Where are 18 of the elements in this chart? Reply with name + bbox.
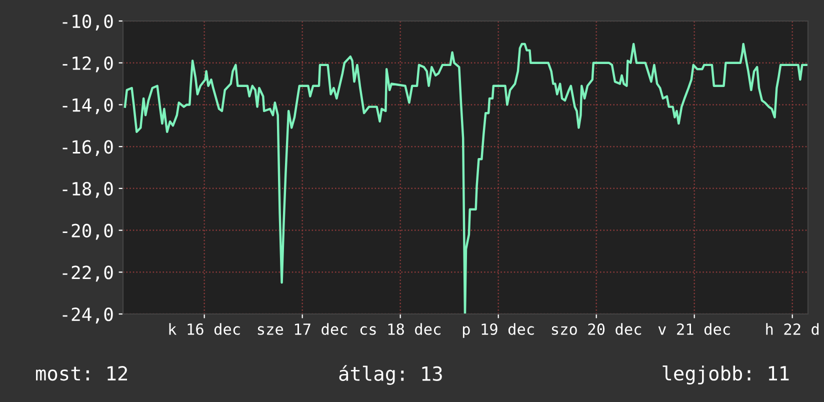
y-tick-label: -12,0 xyxy=(62,56,113,72)
text: átlag: 13 xyxy=(339,365,442,385)
x-tick-label: p 19 dec xyxy=(462,323,534,338)
x-tick-label: v 21 dec xyxy=(658,323,730,335)
y-tick-label: -10,0 xyxy=(62,14,113,30)
x-tick-label: sze 17 dec xyxy=(258,323,348,335)
y-tick-label: -24,0 xyxy=(62,308,113,324)
text: legjobb: 11 xyxy=(662,365,789,385)
x-tick-label: k 16 dec xyxy=(169,323,240,335)
y-tick-label: -18,0 xyxy=(62,182,113,198)
y-tick-label: -14,0 xyxy=(62,98,113,114)
text: most: 12 xyxy=(36,366,127,381)
x-tick-label: szo 20 dec xyxy=(552,323,642,335)
y-tick-label: -16,0 xyxy=(62,140,113,156)
y-tick-label: -22,0 xyxy=(62,266,113,282)
x-tick-label: h 22 d xyxy=(766,323,819,335)
x-tick-label: cs 18 dec xyxy=(360,323,440,335)
y-tick-label: -20,0 xyxy=(62,224,113,240)
